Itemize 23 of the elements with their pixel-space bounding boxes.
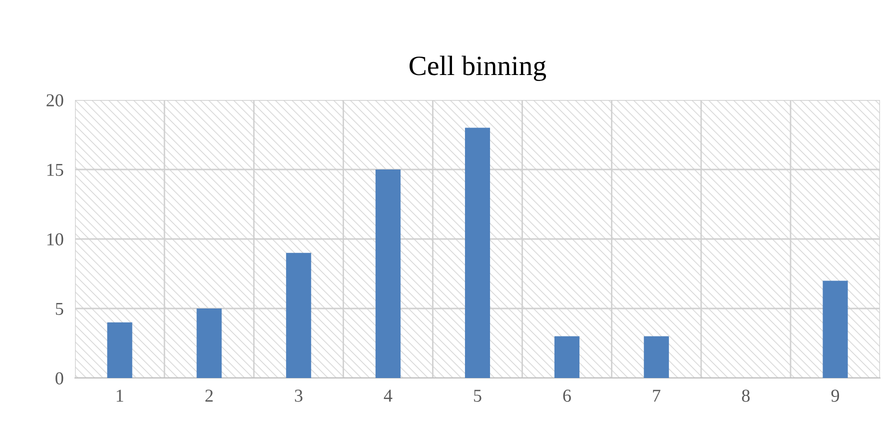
bar	[644, 336, 669, 378]
x-tick-label: 7	[653, 390, 660, 402]
x-tick-label: 6	[563, 390, 571, 402]
x-tick-label: 9	[831, 390, 840, 402]
bar	[464, 128, 490, 378]
bar	[376, 170, 401, 378]
x-tick-label: 4	[384, 390, 392, 402]
x-tick-label: 1	[116, 390, 124, 402]
x-tick-label: 5	[474, 390, 482, 402]
bar	[107, 322, 132, 378]
y-tick-label: 5	[56, 302, 64, 315]
x-tick-label: 3	[294, 390, 302, 402]
x-tick-label: 2	[205, 390, 213, 402]
bar	[822, 280, 848, 378]
bar	[196, 308, 222, 378]
y-tick-label: 20	[46, 94, 64, 106]
y-tick-label: 10	[47, 233, 64, 246]
y-tick-label: 15	[47, 164, 64, 176]
bar	[554, 336, 580, 378]
chart-title: Cell binning	[410, 56, 546, 81]
y-tick-label: 0	[56, 372, 64, 384]
bar	[286, 252, 312, 378]
x-tick-label: 8	[742, 390, 750, 402]
